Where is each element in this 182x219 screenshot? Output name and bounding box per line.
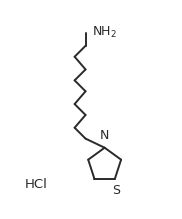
Text: S: S — [112, 184, 120, 196]
Text: NH$_2$: NH$_2$ — [92, 25, 117, 40]
Text: N: N — [100, 129, 109, 142]
Text: HCl: HCl — [25, 178, 48, 191]
